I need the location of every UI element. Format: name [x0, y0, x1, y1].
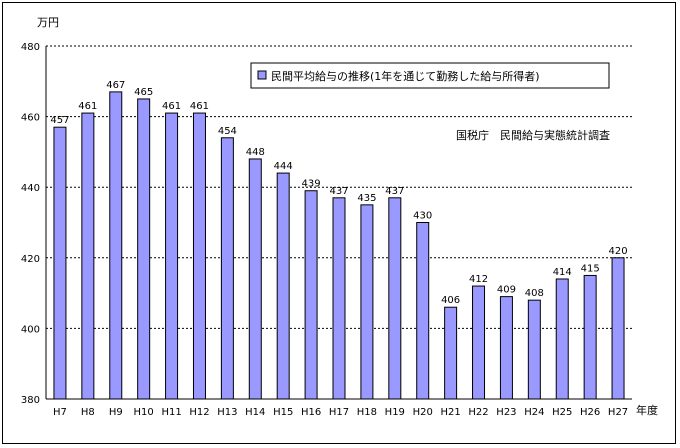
- y-tick-label: 400: [21, 324, 40, 335]
- y-tick-labels: 380 400 420 440 460 480: [21, 42, 40, 406]
- legend-label: 民間平均給与の推移(1年を通じて勤務した給与所得者): [271, 69, 540, 83]
- bar-H22: [472, 285, 486, 400]
- x-tick-label-H15: H15: [273, 407, 293, 418]
- x-tick-label-H21: H21: [440, 407, 460, 418]
- data-label-H25: 414: [553, 267, 572, 278]
- y-unit-label: 万円: [37, 16, 59, 29]
- x-tick-label-H16: H16: [301, 407, 321, 418]
- x-tick-label-H7: H7: [53, 407, 67, 418]
- x-tick-label-H20: H20: [413, 407, 433, 418]
- bar-H16: [304, 190, 318, 400]
- x-tick-label-H27: H27: [608, 407, 628, 418]
- x-tick-label-H23: H23: [496, 407, 516, 418]
- bar-H25: [555, 278, 569, 400]
- x-tick-label-H9: H9: [109, 407, 123, 418]
- data-label-H10: 465: [134, 87, 153, 98]
- bar-H18: [360, 204, 374, 400]
- bar-H12: [192, 112, 206, 400]
- bar-H10: [137, 98, 151, 400]
- data-label-H18: 435: [357, 193, 376, 204]
- x-tick-label-H22: H22: [468, 407, 488, 418]
- x-tick-label-H26: H26: [580, 407, 600, 418]
- legend: 民間平均給与の推移(1年を通じて勤務した給与所得者): [250, 62, 610, 89]
- data-label-H8: 461: [78, 101, 97, 112]
- data-label-H13: 454: [218, 126, 237, 137]
- data-label-H15: 444: [274, 161, 293, 172]
- data-label-H22: 412: [469, 274, 488, 285]
- data-label-H11: 461: [162, 101, 181, 112]
- x-tick-label-H18: H18: [357, 407, 377, 418]
- bar-H9: [109, 91, 123, 400]
- x-tick-label-H14: H14: [245, 407, 265, 418]
- x-tick-label-H11: H11: [161, 407, 181, 418]
- bar-H21: [444, 306, 458, 400]
- data-label-H27: 420: [609, 246, 628, 257]
- bar-H14: [248, 158, 262, 400]
- x-tick-label-H19: H19: [385, 407, 405, 418]
- data-label-H9: 467: [106, 80, 125, 91]
- data-labels: 457 461 467 465 461 461 454 448 444 439 437 435 437 4…: [50, 80, 627, 306]
- bar-H26: [583, 274, 597, 400]
- data-label-H16: 439: [302, 179, 321, 190]
- bar-H19: [388, 197, 402, 400]
- bar-H11: [165, 112, 179, 400]
- x-tick-label-H12: H12: [189, 407, 209, 418]
- x-tick-labels: H7 H8 H9 H10 H11 H12 H13 H14 H15 H16 H17 H18 H19 H20 H…: [53, 407, 628, 418]
- bar-H13: [220, 137, 234, 400]
- data-label-H19: 437: [385, 186, 404, 197]
- legend-box: [250, 62, 610, 89]
- y-tick-label: 440: [21, 183, 40, 194]
- source-note: 国税庁 民間給与実態統計調査: [456, 128, 610, 142]
- x-unit-label: 年度: [636, 403, 658, 417]
- data-label-H17: 437: [329, 186, 348, 197]
- data-label-H26: 415: [581, 263, 600, 274]
- data-label-H7: 457: [50, 115, 69, 126]
- bar-H24: [527, 299, 541, 400]
- data-label-H23: 409: [497, 285, 516, 296]
- y-tick-label: 380: [21, 395, 40, 406]
- bar-H17: [332, 197, 346, 400]
- bars: [53, 91, 625, 400]
- data-label-H20: 430: [413, 211, 432, 222]
- x-tick-label-H17: H17: [329, 407, 349, 418]
- x-tick-label-H8: H8: [81, 407, 95, 418]
- y-tick-label: 420: [21, 254, 40, 265]
- bar-H27: [611, 257, 625, 400]
- bar-H20: [416, 222, 430, 400]
- y-tick-label: 480: [21, 42, 40, 53]
- legend-swatch: [257, 70, 267, 80]
- data-label-H14: 448: [246, 147, 265, 158]
- x-tick-label-H13: H13: [217, 407, 237, 418]
- bar-H23: [499, 296, 513, 400]
- bar-H8: [81, 112, 95, 400]
- x-tick-label-H10: H10: [134, 407, 154, 418]
- data-label-H24: 408: [525, 288, 544, 299]
- bar-H7: [53, 126, 67, 400]
- bar-H15: [276, 172, 290, 400]
- data-label-H21: 406: [441, 295, 460, 306]
- x-tick-label-H25: H25: [552, 407, 572, 418]
- data-label-H12: 461: [190, 101, 209, 112]
- x-tick-label-H24: H24: [524, 407, 544, 418]
- y-tick-label: 460: [21, 113, 40, 124]
